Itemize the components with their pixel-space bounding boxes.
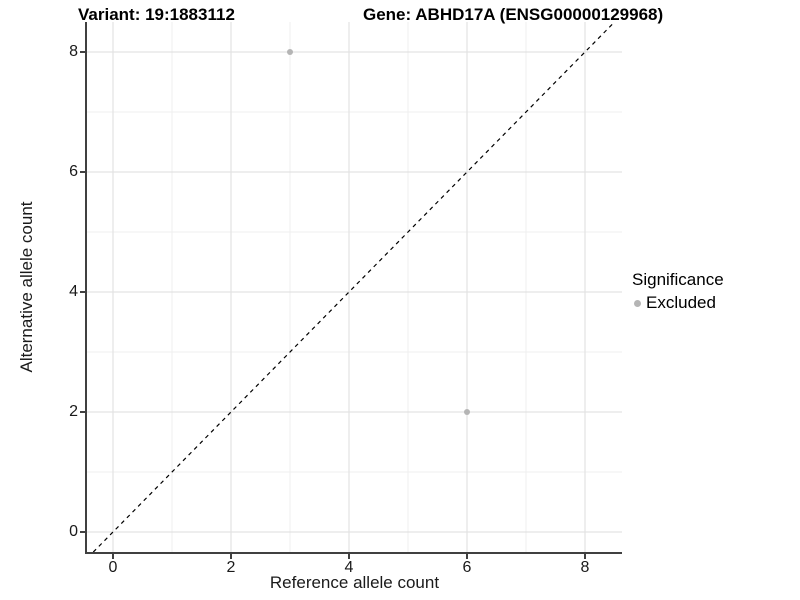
y-tick-label: 2 [69, 403, 78, 420]
x-tick-mark [348, 554, 350, 559]
y-tick-label: 0 [69, 523, 78, 540]
y-tick-label: 4 [69, 283, 78, 300]
x-axis-title: Reference allele count [269, 573, 440, 592]
plot-title-variant: Variant: 19:1883112 [78, 5, 235, 24]
x-tick-mark [584, 554, 586, 559]
data-point [287, 49, 293, 55]
y-tick-mark [80, 531, 85, 533]
legend: Significance Excluded [632, 270, 724, 313]
y-tick-mark [80, 171, 85, 173]
scatter-plot-area [87, 22, 622, 553]
plot-panel [87, 22, 622, 553]
y-tick-mark [80, 51, 85, 53]
data-point [464, 409, 470, 415]
x-axis-line [85, 552, 622, 554]
x-tick-label: 4 [344, 559, 354, 576]
legend-title: Significance [632, 270, 724, 289]
x-tick-mark [230, 554, 232, 559]
x-tick-mark [112, 554, 114, 559]
y-tick-label: 6 [69, 163, 78, 180]
y-axis-title: Alternative allele count [17, 201, 36, 373]
y-tick-label: 8 [69, 43, 78, 60]
x-tick-label: 0 [108, 559, 118, 576]
y-tick-mark [80, 291, 85, 293]
legend-item-excluded: Excluded [632, 293, 724, 313]
legend-key-dot-icon [634, 299, 641, 307]
x-tick-label: 2 [226, 559, 236, 576]
plot-title-gene: Gene: ABHD17A (ENSG00000129968) [363, 5, 664, 24]
legend-item-label: Excluded [646, 293, 716, 312]
y-tick-mark [80, 411, 85, 413]
x-tick-label: 6 [462, 559, 472, 576]
x-tick-label: 8 [580, 559, 590, 576]
y-axis-line [85, 22, 87, 554]
identity-line [91, 22, 616, 553]
x-tick-mark [466, 554, 468, 559]
